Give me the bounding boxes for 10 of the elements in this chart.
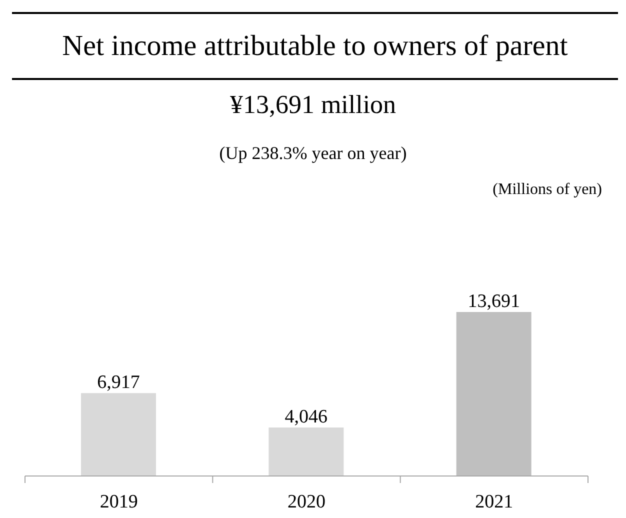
chart-title: Net income attributable to owners of parent [12,12,618,80]
data-label: 4,046 [284,406,328,428]
data-label: 6,917 [97,372,140,394]
data-label: 13,691 [468,291,520,312]
chart-subtitle: ¥13,691 million [228,90,398,120]
x-tick-label: 2019 [100,491,138,512]
text: (Millions of yen) [492,181,602,199]
x-tick-label: 2021 [475,491,514,512]
x-tick-label: 2020 [288,491,326,512]
text: (Up 238.3% year on year) [218,143,408,164]
